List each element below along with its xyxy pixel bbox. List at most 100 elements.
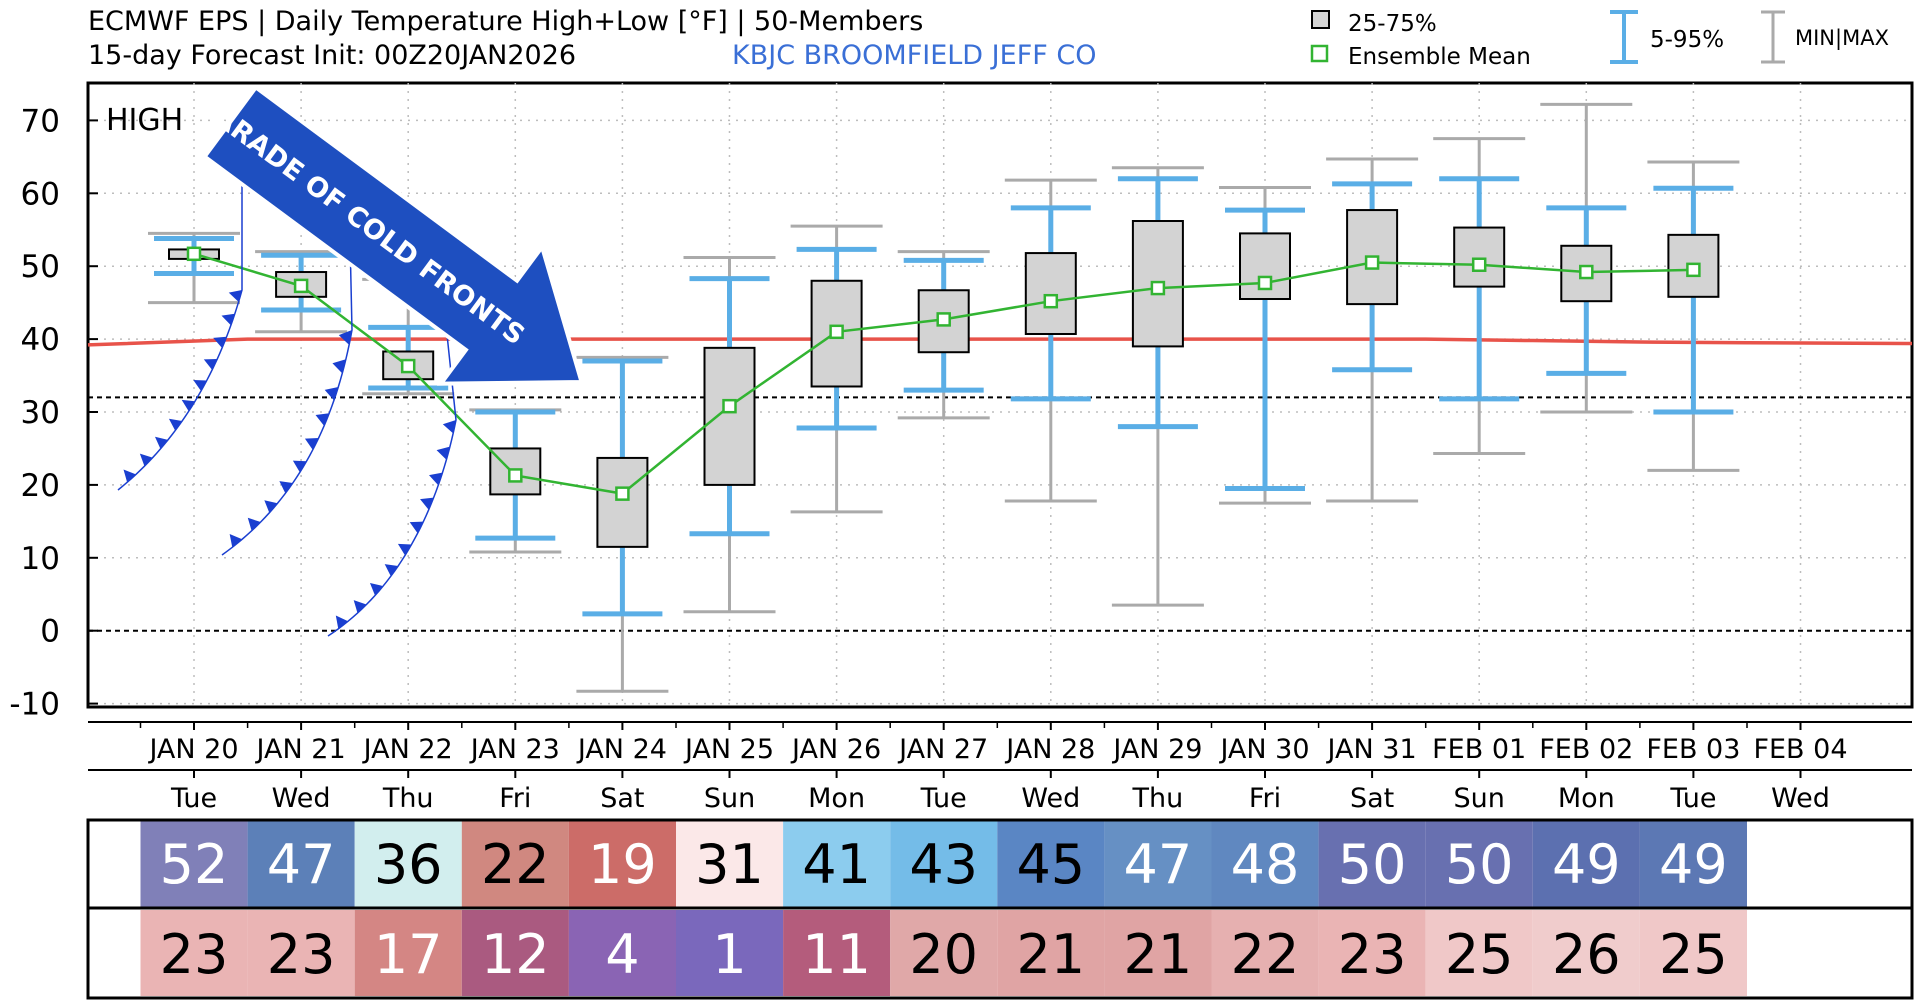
- front-triangle: [123, 469, 136, 483]
- high-cell-value: 47: [267, 833, 336, 896]
- cold-front-0: [117, 178, 243, 491]
- low-cell-value: 25: [1445, 923, 1514, 986]
- date-label: FEB 04: [1753, 734, 1847, 765]
- weekday-label: Mon: [808, 783, 865, 814]
- high-cell-value: 45: [1016, 833, 1085, 896]
- front-triangle: [264, 500, 278, 513]
- y-tick-label: -10: [9, 687, 60, 723]
- front-triangle: [420, 497, 434, 510]
- front-triangle: [168, 418, 183, 431]
- y-axis: 70 60 50 40 30 20 10 0 -10: [9, 103, 98, 723]
- low-cell-bg: [1318, 910, 1426, 996]
- legend-minmax-label: MIN|MAX: [1795, 26, 1889, 51]
- front-triangle: [384, 564, 399, 577]
- low-cell-bg: [676, 910, 784, 996]
- high-cell-value: 50: [1445, 833, 1514, 896]
- low-cell-bg: [1532, 910, 1640, 996]
- box-14: [1647, 160, 1740, 472]
- front-triangle: [409, 521, 424, 534]
- high-cell-value: 43: [909, 833, 978, 896]
- high-cell-bg: [676, 821, 784, 908]
- weekday-label: Thu: [382, 783, 434, 814]
- high-cell-value: 47: [1124, 833, 1193, 896]
- legend-mean-label: Ensemble Mean: [1348, 44, 1531, 70]
- weekday-label: Wed: [1021, 783, 1080, 814]
- legend-minmax-swatch: [1761, 10, 1785, 64]
- iqr-box: [1453, 226, 1506, 288]
- box-11: [1326, 157, 1419, 503]
- high-cell-bg: [1639, 821, 1747, 908]
- weekday-label: Tue: [170, 783, 217, 814]
- ensemble-mean-markers: [186, 246, 1701, 501]
- front-triangle: [292, 460, 307, 473]
- mean-marker: [508, 468, 523, 483]
- low-cell-value: 20: [909, 923, 978, 986]
- arrow-shape: [201, 84, 585, 386]
- front-line: [327, 324, 457, 637]
- low-cell-bg: [568, 910, 676, 996]
- high-cell-bg: [783, 821, 891, 908]
- low-cell-bg: [354, 910, 462, 996]
- high-cell-bg: [354, 821, 462, 908]
- mean-marker: [1686, 262, 1701, 278]
- box-9: [1111, 166, 1204, 607]
- high-cell-bg: [568, 821, 676, 908]
- front-triangle: [203, 359, 218, 370]
- low-cell-value: 22: [1231, 923, 1300, 986]
- front-line: [221, 237, 353, 556]
- low-cell-bg: [140, 910, 248, 996]
- high-cell-value: 41: [802, 833, 871, 896]
- high-cell-bg: [461, 821, 569, 908]
- front-triangle: [442, 420, 456, 434]
- front-triangle: [428, 472, 443, 486]
- low-cell-value: 21: [1016, 923, 1085, 986]
- low-cell-bg: [1425, 910, 1533, 996]
- front-triangle: [332, 359, 346, 374]
- date-label: FEB 01: [1432, 734, 1526, 765]
- y-tick-label: 20: [21, 468, 60, 504]
- high-cell-bg: [1425, 821, 1533, 908]
- date-label: JAN 29: [1111, 734, 1202, 765]
- low-cell-value: 17: [374, 923, 443, 986]
- high-cell-bg: [1318, 821, 1426, 908]
- mean-marker: [293, 278, 309, 294]
- chart-title: ECMWF EPS | Daily Temperature High+Low […: [88, 6, 923, 37]
- front-triangle: [324, 387, 339, 401]
- low-cell-value: 26: [1552, 923, 1621, 986]
- date-label: FEB 02: [1539, 734, 1633, 765]
- weekday-label: Mon: [1558, 783, 1615, 814]
- date-label: FEB 03: [1646, 734, 1740, 765]
- date-label: JAN 31: [1326, 734, 1417, 765]
- iqr-box: [1131, 220, 1184, 348]
- mean-marker: [1579, 264, 1594, 280]
- high-cell-bg: [247, 821, 355, 908]
- y-tick-label: 30: [21, 395, 60, 431]
- station-label: KBJC BROOMFIELD JEFF CO: [732, 40, 1096, 71]
- iqr-box: [1024, 252, 1077, 335]
- front-triangle: [228, 290, 242, 302]
- front-triangle: [315, 413, 330, 426]
- weekday-label: Sun: [1454, 783, 1505, 814]
- high-cell-value: 48: [1231, 833, 1300, 896]
- weekday-label: Wed: [1771, 783, 1830, 814]
- high-cell-value: 31: [695, 833, 764, 896]
- mean-marker: [186, 246, 202, 262]
- cold-fronts: [117, 178, 457, 637]
- low-cell-bg: [890, 910, 998, 996]
- legend-box-label: 25-75%: [1348, 11, 1437, 37]
- low-cell-bg: [1104, 910, 1212, 996]
- low-cell-value: 4: [605, 923, 639, 986]
- high-cell-value: 49: [1552, 833, 1621, 896]
- mean-marker: [829, 324, 844, 340]
- box-layer: [148, 102, 1740, 693]
- high-cell-value: 22: [481, 833, 550, 896]
- mean-marker: [722, 398, 737, 414]
- y-tick-label: 70: [21, 103, 60, 139]
- low-cell-value: 11: [802, 923, 871, 986]
- front-triangle: [304, 438, 319, 450]
- front-line: [117, 178, 243, 491]
- reference-lines: [88, 396, 1912, 632]
- mean-marker: [1257, 275, 1273, 291]
- iqr-box: [596, 456, 649, 548]
